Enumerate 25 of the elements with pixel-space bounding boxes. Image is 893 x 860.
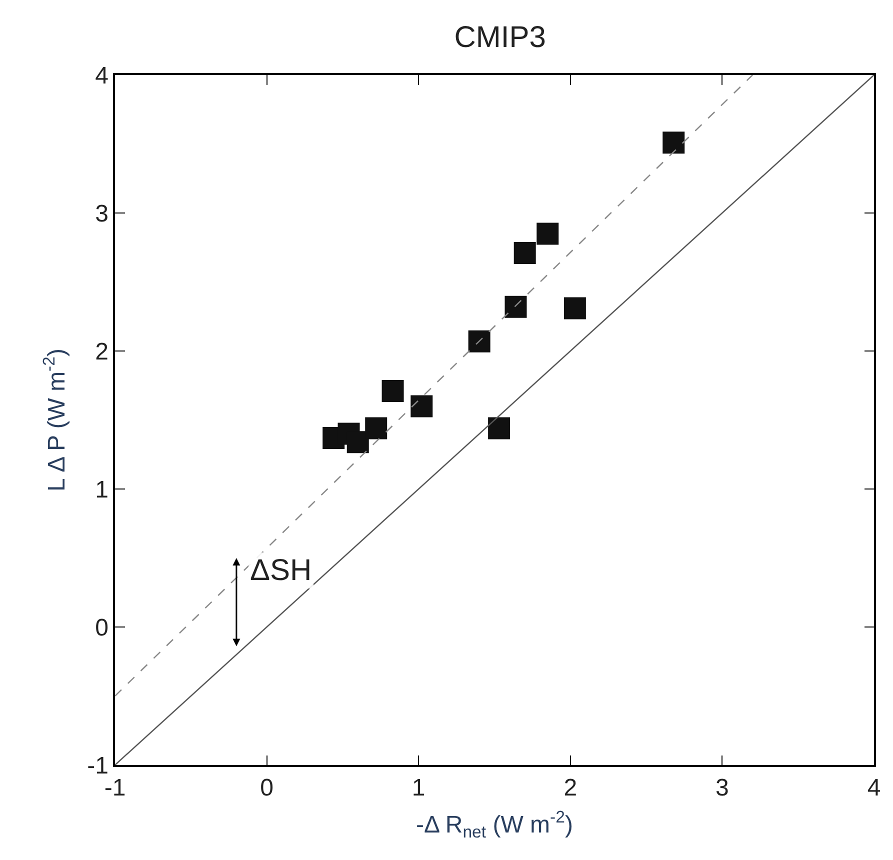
y-tick-label: 4 xyxy=(95,62,108,90)
y-tick-label: 1 xyxy=(95,476,108,504)
point xyxy=(564,297,586,320)
y-tick-label: 2 xyxy=(95,338,108,366)
y-tick-label: -1 xyxy=(87,752,108,780)
point xyxy=(468,330,490,352)
x-tick-label: 4 xyxy=(867,774,881,802)
x-tick-label: 2 xyxy=(564,774,578,802)
point xyxy=(382,380,404,402)
point xyxy=(488,417,510,440)
point xyxy=(536,222,559,245)
y-tick-label: 0 xyxy=(95,614,108,642)
point xyxy=(346,431,369,454)
point xyxy=(514,242,536,264)
point xyxy=(662,132,685,154)
x-axis-title: -Δ R$_{net}$ (W m$^{-2}$) xyxy=(416,807,573,842)
y-tick-label: 3 xyxy=(95,200,108,228)
x-tick-label: 0 xyxy=(260,774,274,802)
x-tick-label: 1 xyxy=(412,774,426,802)
point xyxy=(504,296,527,318)
point xyxy=(410,395,433,418)
annotation: ΔSH xyxy=(250,554,312,587)
point xyxy=(365,417,388,440)
x-tick-label: 3 xyxy=(716,774,729,802)
chart-title: CMIP3 xyxy=(454,20,546,54)
